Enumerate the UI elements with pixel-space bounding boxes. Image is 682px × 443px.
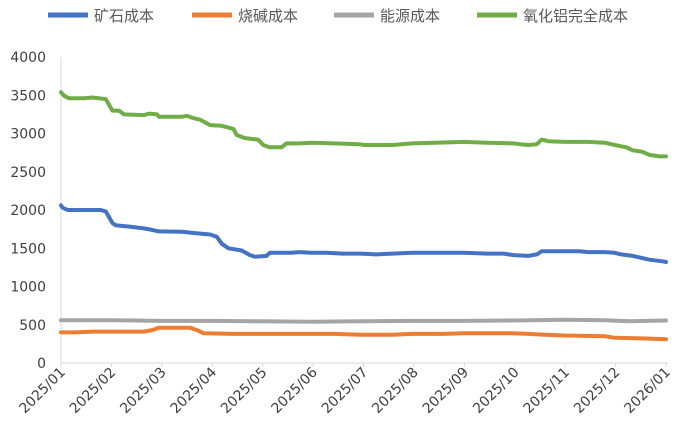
series-line-1: [59, 203, 668, 264]
y-tick-label: 500: [19, 318, 46, 334]
legend-label-2: 烧碱成本: [238, 7, 298, 25]
x-tick-label: 2026/01: [621, 365, 673, 417]
x-tick-label: 2025/02: [67, 365, 119, 417]
x-tick-label: 2025/03: [117, 365, 169, 417]
legend-label-4: 氧化铝完全成本: [523, 7, 628, 25]
y-tick-label: 0: [37, 356, 46, 372]
x-axis-ticks: 2025/012025/022025/032025/042025/052025/…: [16, 363, 674, 417]
y-tick-label: 4000: [10, 50, 46, 66]
series-line-3: [59, 317, 668, 324]
x-tick-label: 2025/12: [571, 365, 623, 417]
y-tick-label: 3000: [10, 127, 46, 143]
legend-label-1: 矿石成本: [94, 7, 154, 25]
x-tick-label: 2025/04: [168, 364, 221, 417]
y-tick-label: 2500: [10, 165, 46, 181]
x-tick-label: 2025/11: [521, 365, 573, 417]
y-tick-label: 1500: [10, 241, 46, 257]
x-tick-label: 2025/05: [218, 365, 270, 417]
y-tick-label: 2000: [10, 203, 46, 219]
series-layer: [59, 90, 668, 342]
y-axis-ticks: 0 500 1000 1500 2000 2500 3000 3500 4000: [10, 50, 46, 372]
x-tick-label: 2025/08: [369, 365, 421, 417]
y-tick-label: 3500: [10, 88, 46, 104]
axes: [60, 57, 668, 364]
x-tick-label: 2025/09: [420, 365, 472, 417]
legend: 矿石成本 烧碱成本 能源成本 氧化铝完全成本: [48, 7, 628, 25]
legend-label-3: 能源成本: [380, 7, 440, 25]
series-line-2: [59, 325, 668, 342]
x-tick-label: 2025/01: [16, 365, 68, 417]
x-tick-label: 2025/10: [470, 365, 522, 417]
y-tick-label: 1000: [10, 280, 46, 296]
series-line-4: [59, 90, 668, 159]
x-tick-label: 2025/06: [268, 364, 321, 417]
x-tick-label: 2025/07: [319, 365, 371, 417]
